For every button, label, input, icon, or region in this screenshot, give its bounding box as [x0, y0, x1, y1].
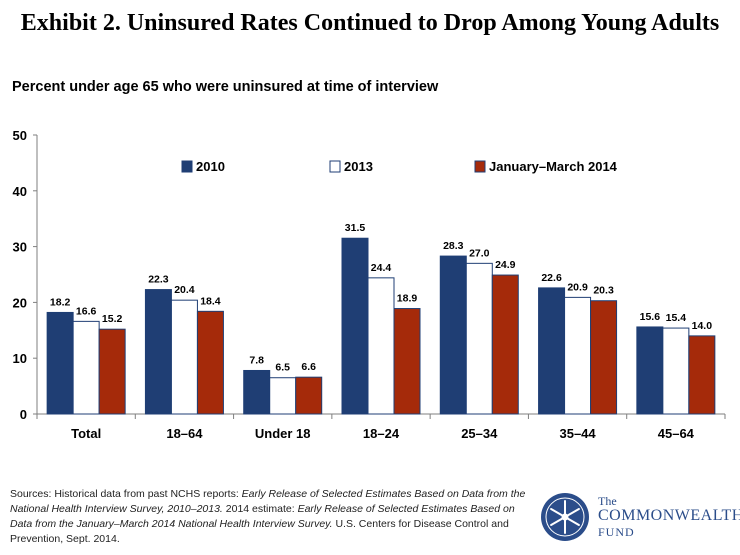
data-label: 27.0 — [469, 247, 490, 259]
legend-swatch — [474, 160, 486, 173]
data-label: 22.6 — [541, 272, 562, 284]
sources-italic-2: Early Release of Selected Estimates Base… — [10, 503, 515, 530]
data-label: 28.3 — [443, 240, 464, 252]
bar — [269, 377, 297, 415]
bar — [98, 328, 126, 415]
data-label: 15.4 — [666, 312, 687, 324]
data-label: 20.4 — [174, 284, 195, 296]
data-label: 14.0 — [692, 320, 713, 332]
chart-axes: 0 10 20 30 40 50 Total 18–64 Under 18 18–24 25–34 3… — [13, 128, 726, 441]
y-tick-label: 0 — [20, 407, 27, 422]
y-tick-label: 30 — [13, 240, 27, 255]
chart-legend: 2010 2013 January–March 2014 — [181, 159, 618, 174]
logo-text-main: COMMONWEALTH — [598, 507, 740, 524]
data-label: 20.3 — [593, 285, 614, 297]
y-tick-label: 20 — [13, 295, 27, 310]
snowflake-logo-icon — [541, 493, 589, 541]
x-tick-label: 25–34 — [461, 426, 498, 441]
bar — [170, 299, 198, 415]
data-label: 18.9 — [397, 293, 418, 305]
sources-italic-1: Early Release of Selected Estimates Base… — [10, 488, 526, 515]
legend-swatch — [181, 160, 193, 173]
legend-swatch — [329, 160, 341, 173]
bar-chart: 0 10 20 30 40 50 Total 18–64 Under 18 18–24 25–34 3… — [13, 128, 726, 441]
logo-text-the: The — [598, 494, 617, 508]
data-label: 6.6 — [301, 361, 316, 373]
chart-subtitle: Percent under age 65 who were uninsured … — [12, 79, 439, 95]
sources-middle: 2014 estimate: — [222, 503, 298, 515]
bar — [46, 311, 74, 415]
bar — [196, 310, 224, 415]
bar — [439, 255, 467, 415]
data-label: 15.6 — [640, 311, 661, 323]
bar — [491, 274, 519, 415]
bar — [662, 327, 690, 415]
sources-note: Sources: Historical data from past NCHS … — [10, 487, 530, 547]
bar — [465, 262, 493, 415]
bar — [393, 308, 421, 415]
logo-text-fund: FUND — [598, 525, 635, 539]
bar — [72, 320, 100, 415]
bar — [538, 287, 566, 415]
bar — [564, 296, 592, 415]
commonwealth-fund-logo: The COMMONWEALTH FUND — [540, 492, 740, 544]
x-tick-label: 18–64 — [166, 426, 203, 441]
data-label: 18.4 — [200, 295, 221, 307]
y-tick-label: 40 — [13, 184, 27, 199]
sources-suffix: U.S. Centers for Disease Control and Pre… — [10, 518, 509, 545]
data-label: 22.3 — [148, 274, 169, 286]
bar — [367, 277, 395, 415]
data-label: 15.2 — [102, 313, 123, 325]
data-label: 20.9 — [567, 281, 588, 293]
bar — [688, 335, 716, 415]
x-tick-label: 18–24 — [363, 426, 400, 441]
legend-label: 2013 — [344, 159, 373, 174]
data-label: 24.4 — [371, 262, 392, 274]
data-label: 31.5 — [345, 222, 366, 234]
bar — [295, 376, 323, 415]
x-tick-label: Under 18 — [255, 426, 311, 441]
legend-label: 2010 — [196, 159, 225, 174]
y-tick-label: 50 — [13, 128, 27, 143]
legend-label: January–March 2014 — [489, 159, 618, 174]
y-tick-label: 10 — [13, 351, 27, 366]
bar — [341, 237, 369, 415]
data-label: 16.6 — [76, 305, 97, 317]
chart-bars: 18.2 16.6 15.2 22.3 20.4 18.4 7.8 6.5 6.6 31.5 24.… — [46, 222, 716, 415]
data-label: 18.2 — [50, 296, 71, 308]
bar — [144, 289, 172, 415]
data-label: 24.9 — [495, 259, 516, 271]
bar — [636, 326, 664, 415]
bar — [590, 300, 618, 415]
chart-title: Exhibit 2. Uninsured Rates Continued to … — [20, 10, 720, 36]
bar — [243, 369, 271, 415]
data-label: 6.5 — [275, 362, 290, 374]
x-tick-label: Total — [71, 426, 101, 441]
x-tick-label: 45–64 — [658, 426, 695, 441]
sources-prefix: Sources: Historical data from past NCHS … — [10, 488, 242, 500]
x-tick-label: 35–44 — [559, 426, 596, 441]
data-label: 7.8 — [249, 354, 264, 366]
